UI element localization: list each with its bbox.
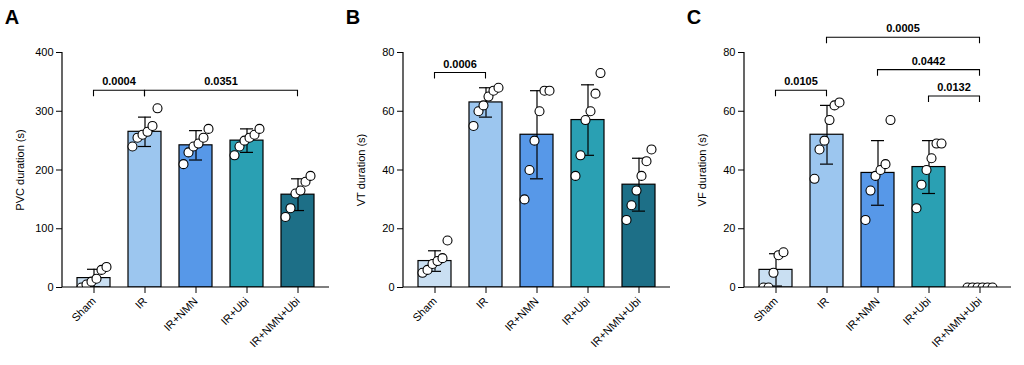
svg-text:0: 0	[388, 281, 394, 293]
svg-text:IR: IR	[815, 295, 831, 311]
svg-text:IR+Ubi: IR+Ubi	[218, 295, 250, 327]
svg-text:80: 80	[382, 46, 394, 58]
svg-text:0.0105: 0.0105	[784, 75, 818, 87]
svg-text:IR+NMN: IR+NMN	[161, 295, 200, 334]
svg-text:60: 60	[723, 105, 735, 117]
svg-text:VT duration (s): VT duration (s)	[355, 134, 367, 207]
svg-text:IR+Ubi: IR+Ubi	[900, 295, 932, 327]
svg-text:0.0351: 0.0351	[204, 75, 238, 87]
svg-text:0.0004: 0.0004	[102, 75, 137, 87]
svg-text:IR+NMN+Ubi: IR+NMN+Ubi	[929, 295, 984, 350]
svg-text:IR+NMN+Ubi: IR+NMN+Ubi	[588, 295, 643, 350]
svg-text:60: 60	[382, 105, 394, 117]
svg-text:IR: IR	[133, 295, 149, 311]
svg-text:Sham: Sham	[69, 295, 98, 324]
svg-text:B: B	[346, 6, 360, 28]
svg-text:0.0132: 0.0132	[937, 81, 971, 93]
svg-text:Sham: Sham	[410, 295, 439, 324]
svg-text:100: 100	[35, 222, 53, 234]
svg-text:0.0006: 0.0006	[443, 58, 477, 70]
svg-text:0: 0	[729, 281, 735, 293]
svg-text:400: 400	[35, 46, 53, 58]
svg-text:0.0005: 0.0005	[886, 22, 920, 34]
svg-text:C: C	[687, 6, 701, 28]
svg-text:20: 20	[723, 222, 735, 234]
svg-text:A: A	[5, 6, 19, 28]
svg-text:Sham: Sham	[751, 295, 780, 324]
svg-text:20: 20	[382, 222, 394, 234]
svg-text:40: 40	[723, 164, 735, 176]
svg-text:300: 300	[35, 105, 53, 117]
svg-text:IR: IR	[474, 295, 490, 311]
svg-text:IR+NMN: IR+NMN	[502, 295, 541, 334]
svg-text:40: 40	[382, 164, 394, 176]
svg-text:IR+Ubi: IR+Ubi	[559, 295, 591, 327]
svg-text:IR+NMN: IR+NMN	[843, 295, 882, 334]
svg-text:IR+NMN+Ubi: IR+NMN+Ubi	[247, 295, 302, 350]
svg-text:PVC duration (s): PVC duration (s)	[14, 129, 26, 210]
svg-text:200: 200	[35, 164, 53, 176]
svg-text:VF duration (s): VF duration (s)	[696, 134, 708, 207]
svg-text:0: 0	[47, 281, 53, 293]
svg-text:80: 80	[723, 46, 735, 58]
svg-text:0.0442: 0.0442	[912, 55, 946, 67]
